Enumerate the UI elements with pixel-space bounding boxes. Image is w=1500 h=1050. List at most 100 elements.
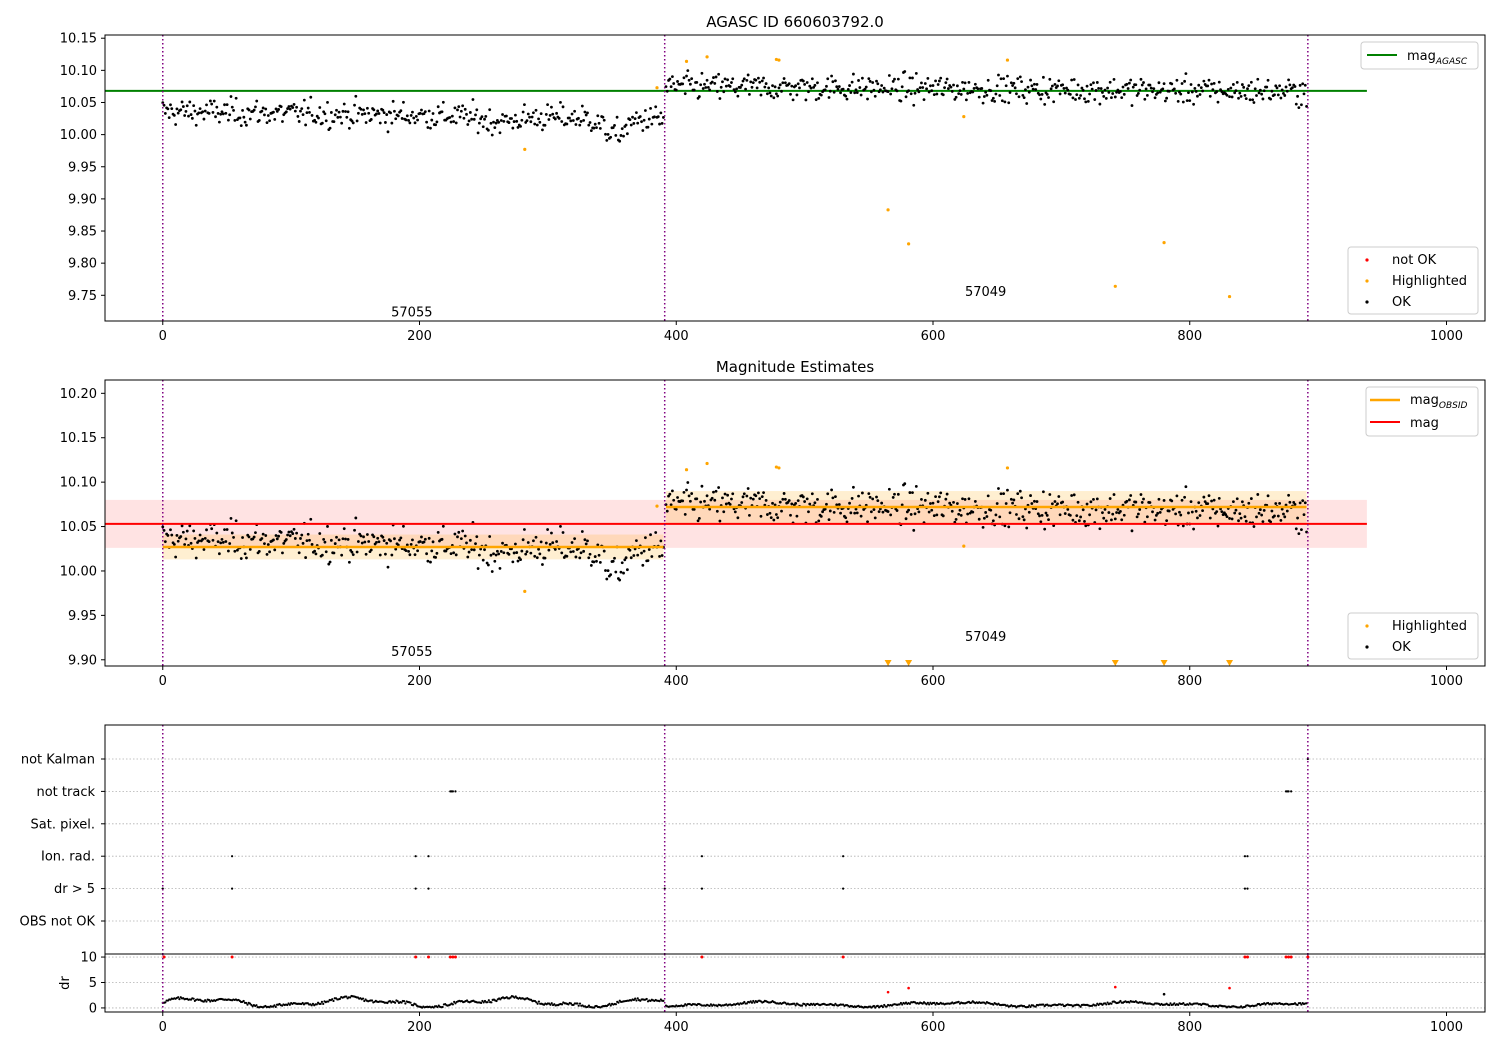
ok-point — [896, 492, 900, 496]
ok-point — [1119, 90, 1122, 93]
ok-point — [1238, 91, 1242, 95]
ok-point — [1090, 87, 1094, 91]
ok-point — [925, 87, 928, 91]
ok-point — [534, 108, 538, 112]
dr-point — [1110, 1002, 1113, 1005]
ok-point — [494, 121, 498, 125]
ok-point — [181, 105, 185, 108]
ok-point — [764, 82, 768, 85]
x-tick-label: 800 — [1177, 674, 1202, 689]
ok-point — [1013, 86, 1017, 90]
ok-point — [690, 492, 694, 495]
offscale-marker — [905, 660, 913, 666]
ok-point — [715, 90, 719, 93]
ok-point — [710, 80, 714, 84]
ok-point — [826, 77, 830, 81]
ok-point — [184, 109, 188, 113]
ok-point — [488, 535, 492, 538]
dr-point — [872, 1004, 876, 1008]
ok-point — [1235, 497, 1239, 501]
legend-box — [1347, 246, 1479, 315]
ok-point — [489, 553, 493, 557]
ok-point — [589, 564, 593, 567]
dr-point — [495, 999, 498, 1003]
ok-point — [208, 99, 212, 103]
dr-point — [453, 1000, 456, 1003]
ok-point — [774, 92, 778, 96]
ok-point — [920, 81, 923, 85]
dr-point — [743, 1000, 746, 1004]
ok-point — [647, 117, 651, 121]
ok-point — [1039, 97, 1043, 101]
dr-point — [414, 1003, 417, 1006]
ok-point — [457, 530, 461, 534]
ok-point — [539, 540, 543, 544]
ok-point — [338, 115, 342, 119]
ok-point — [876, 499, 880, 503]
ok-point — [805, 497, 809, 501]
ok-point — [1151, 90, 1154, 94]
ok-point — [789, 513, 792, 517]
ok-point — [263, 113, 266, 117]
dr-point — [567, 1003, 570, 1006]
highlighted-point — [1113, 284, 1117, 288]
ok-point — [780, 89, 783, 93]
ok-point — [1240, 83, 1244, 86]
dr-outlier-point — [1162, 992, 1166, 996]
ok-point — [207, 111, 211, 115]
ok-point — [557, 116, 561, 120]
ok-point — [1266, 494, 1270, 498]
ok-point — [247, 108, 251, 112]
ok-point — [914, 484, 918, 488]
ok-point — [726, 493, 730, 497]
ok-point — [305, 111, 309, 115]
ok-point — [493, 126, 497, 130]
ok-point — [696, 519, 700, 523]
ok-point — [188, 100, 192, 104]
ok-point — [247, 535, 251, 539]
ok-point — [855, 91, 859, 94]
ok-point — [954, 95, 958, 99]
dr-point — [750, 1001, 754, 1004]
ok-point — [1140, 83, 1144, 87]
ok-point — [227, 549, 230, 553]
ok-point — [362, 535, 365, 539]
ok-point — [868, 79, 872, 83]
ok-point — [266, 114, 270, 117]
highlighted-point — [655, 504, 659, 508]
ok-point — [1097, 86, 1100, 90]
ok-point — [526, 541, 530, 544]
ok-point — [957, 92, 961, 95]
ok-point — [175, 107, 179, 111]
ok-point — [954, 517, 958, 521]
ok-point — [502, 551, 506, 555]
ok-point — [501, 541, 504, 545]
ok-point — [308, 538, 311, 542]
ok-point — [876, 82, 880, 86]
ok-point — [748, 513, 751, 517]
ok-point — [771, 84, 774, 88]
ok-point — [425, 120, 429, 124]
ok-point — [849, 511, 853, 515]
ok-point — [486, 128, 490, 132]
ok-point — [773, 503, 777, 507]
ok-point — [944, 497, 948, 501]
highlighted-point — [907, 242, 911, 246]
ok-point — [1301, 82, 1305, 86]
ok-point — [416, 118, 419, 122]
ok-point — [429, 126, 432, 130]
ok-point — [203, 537, 207, 540]
panel1-title: AGASC ID 660603792.0 — [706, 13, 884, 31]
ok-point — [589, 129, 593, 133]
ok-point — [441, 100, 445, 104]
ok-point — [832, 510, 836, 514]
ok-point — [1198, 514, 1202, 517]
ok-point — [481, 125, 485, 129]
ok-point — [1049, 87, 1053, 91]
ok-point — [1066, 88, 1070, 92]
ok-point — [880, 501, 884, 505]
legend-highlighted-marker — [1365, 279, 1369, 283]
y-tick-label: 10.15 — [60, 32, 97, 47]
